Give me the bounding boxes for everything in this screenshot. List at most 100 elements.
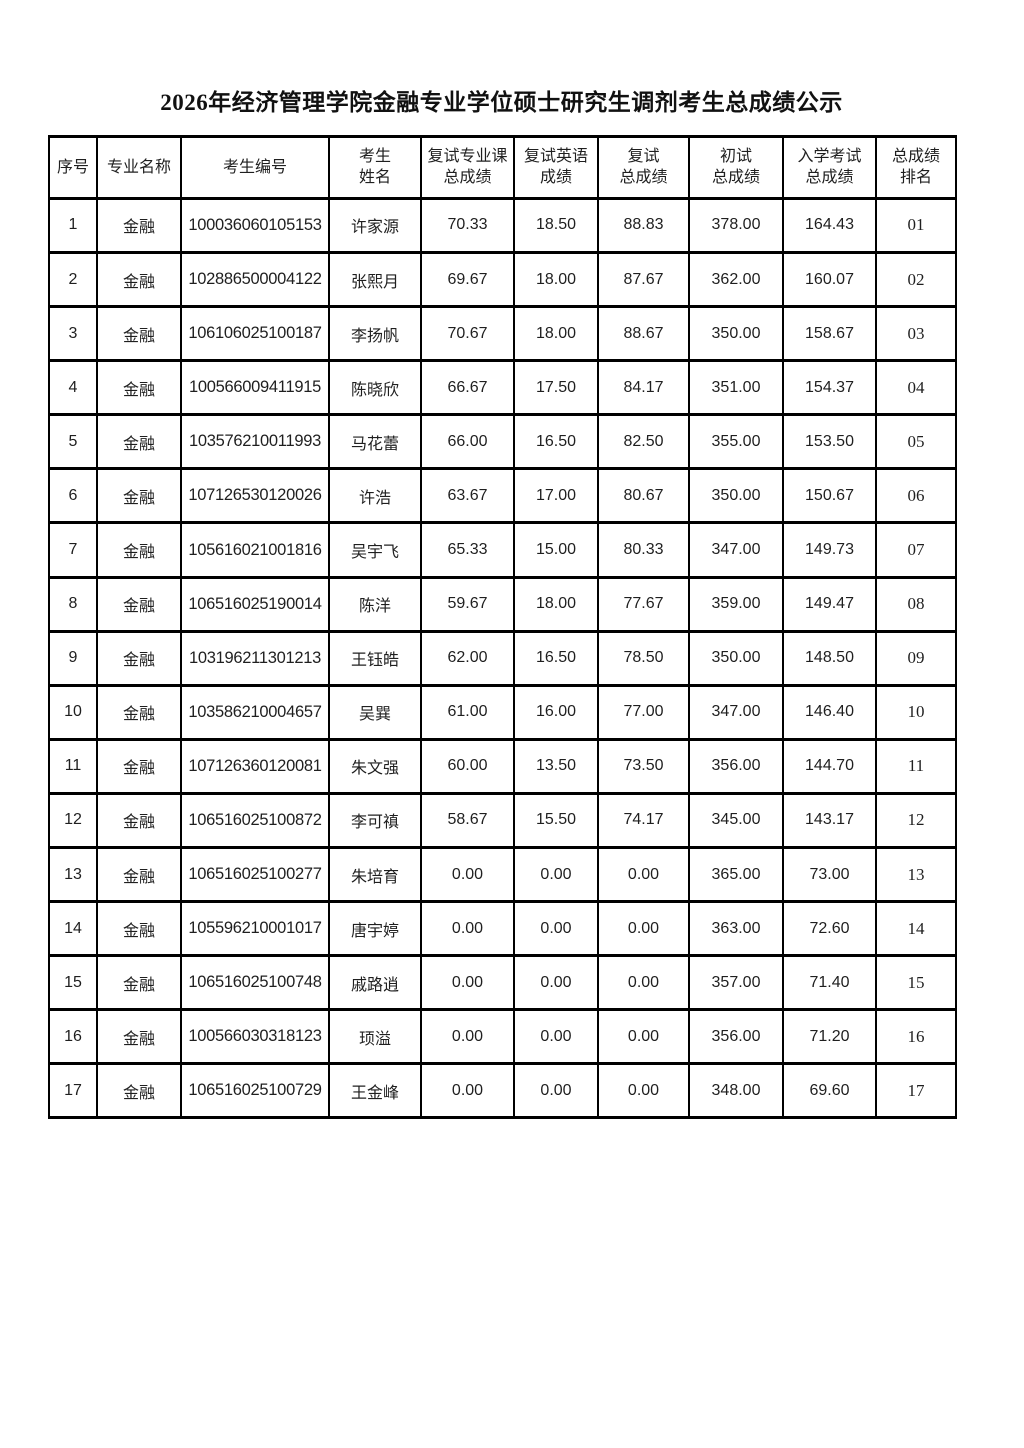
cell-candidate-id: 102886500004122 <box>180 250 330 309</box>
cell-name: 陈洋 <box>328 575 422 633</box>
table-row: 8 金融 106516025190014 陈洋 59.67 18.00 77.67 359.0… <box>48 575 957 633</box>
cell-retest-english-score: 16.50 <box>513 629 599 687</box>
cell-major: 金融 <box>96 900 182 958</box>
cell-retest-major-score: 0.00 <box>420 1008 515 1066</box>
cell-initial-total: 350.00 <box>688 467 784 525</box>
cell-major: 金融 <box>96 305 182 363</box>
cell-rank: 04 <box>875 359 957 417</box>
cell-retest-english-score: 0.00 <box>513 954 599 1012</box>
cell-name: 戚路逍 <box>328 954 422 1012</box>
cell-candidate-id: 106516025100729 <box>180 1062 330 1120</box>
cell-name: 朱培育 <box>328 846 422 904</box>
table-row: 14 金融 105596210001017 唐宇婷 0.00 0.00 0.00 363.00… <box>48 900 957 958</box>
header-candidate-id: 考生编号 <box>180 134 330 200</box>
cell-candidate-id: 107126530120026 <box>180 467 330 525</box>
cell-retest-total: 74.17 <box>597 791 690 850</box>
cell-entrance-total: 149.47 <box>782 575 877 633</box>
cell-candidate-id: 106516025190014 <box>180 575 330 633</box>
cell-rank: 15 <box>875 954 957 1012</box>
table-header-row: 序号 专业名称 考生编号 考生 姓名 复试专业课 总成绩 复试英语 成绩 复试 总成绩 初试 … <box>48 134 957 200</box>
cell-rank: 05 <box>875 413 957 471</box>
cell-rank: 11 <box>875 737 957 795</box>
cell-no: 8 <box>48 575 98 633</box>
cell-initial-total: 362.00 <box>688 250 784 309</box>
cell-entrance-total: 144.70 <box>782 737 877 795</box>
cell-retest-major-score: 0.00 <box>420 900 515 958</box>
cell-initial-total: 363.00 <box>688 900 784 958</box>
cell-retest-english-score: 17.50 <box>513 359 599 417</box>
header-no: 序号 <box>48 134 98 200</box>
cell-entrance-total: 149.73 <box>782 521 877 579</box>
cell-retest-major-score: 65.33 <box>420 521 515 579</box>
cell-major: 金融 <box>96 196 182 254</box>
cell-retest-english-score: 16.50 <box>513 413 599 471</box>
header-entrance-total: 入学考试 总成绩 <box>782 134 877 200</box>
cell-candidate-id: 100566030318123 <box>180 1008 330 1066</box>
cell-no: 17 <box>48 1062 98 1120</box>
cell-retest-total: 0.00 <box>597 846 690 904</box>
table-row: 16 金融 100566030318123 顼溢 0.00 0.00 0.00 356.00 7… <box>48 1008 957 1066</box>
cell-initial-total: 359.00 <box>688 575 784 633</box>
table-row: 9 金融 103196211301213 王钰皓 62.00 16.50 78.50 350.… <box>48 629 957 687</box>
cell-retest-major-score: 66.67 <box>420 359 515 417</box>
cell-retest-major-score: 58.67 <box>420 791 515 850</box>
cell-rank: 03 <box>875 305 957 363</box>
cell-candidate-id: 106516025100748 <box>180 954 330 1012</box>
header-rank: 总成绩 排名 <box>875 134 957 200</box>
cell-rank: 09 <box>875 629 957 687</box>
cell-retest-major-score: 66.00 <box>420 413 515 471</box>
cell-entrance-total: 143.17 <box>782 791 877 850</box>
table-row: 10 金融 103586210004657 吴巽 61.00 16.00 77.00 347.… <box>48 683 957 741</box>
cell-entrance-total: 72.60 <box>782 900 877 958</box>
cell-retest-english-score: 0.00 <box>513 900 599 958</box>
cell-retest-english-score: 0.00 <box>513 846 599 904</box>
cell-no: 12 <box>48 791 98 850</box>
cell-rank: 10 <box>875 683 957 741</box>
cell-rank: 14 <box>875 900 957 958</box>
cell-candidate-id: 103586210004657 <box>180 683 330 741</box>
cell-retest-total: 0.00 <box>597 954 690 1012</box>
cell-rank: 07 <box>875 521 957 579</box>
cell-major: 金融 <box>96 467 182 525</box>
cell-major: 金融 <box>96 359 182 417</box>
cell-candidate-id: 107126360120081 <box>180 737 330 795</box>
cell-retest-major-score: 61.00 <box>420 683 515 741</box>
cell-major: 金融 <box>96 954 182 1012</box>
cell-retest-total: 88.67 <box>597 305 690 363</box>
cell-initial-total: 347.00 <box>688 683 784 741</box>
cell-retest-major-score: 70.67 <box>420 305 515 363</box>
cell-entrance-total: 153.50 <box>782 413 877 471</box>
cell-name: 顼溢 <box>328 1008 422 1066</box>
cell-initial-total: 356.00 <box>688 737 784 795</box>
table-row: 17 金融 106516025100729 王金峰 0.00 0.00 0.00 348.00… <box>48 1062 957 1120</box>
cell-retest-major-score: 63.67 <box>420 467 515 525</box>
cell-retest-major-score: 59.67 <box>420 575 515 633</box>
cell-name: 王钰皓 <box>328 629 422 687</box>
cell-candidate-id: 105596210001017 <box>180 900 330 958</box>
cell-entrance-total: 154.37 <box>782 359 877 417</box>
page-title: 2026年经济管理学院金融专业学位硕士研究生调剂考生总成绩公示 <box>160 90 843 115</box>
cell-retest-total: 80.33 <box>597 521 690 579</box>
cell-retest-major-score: 0.00 <box>420 846 515 904</box>
header-name: 考生 姓名 <box>328 134 422 200</box>
cell-retest-major-score: 0.00 <box>420 954 515 1012</box>
cell-name: 唐宇婷 <box>328 900 422 958</box>
header-retest-major-score: 复试专业课 总成绩 <box>420 134 515 200</box>
cell-retest-english-score: 17.00 <box>513 467 599 525</box>
cell-candidate-id: 100566009411915 <box>180 359 330 417</box>
cell-rank: 16 <box>875 1008 957 1066</box>
cell-no: 10 <box>48 683 98 741</box>
cell-candidate-id: 103576210011993 <box>180 413 330 471</box>
cell-initial-total: 347.00 <box>688 521 784 579</box>
cell-retest-english-score: 18.50 <box>513 196 599 254</box>
cell-retest-total: 77.67 <box>597 575 690 633</box>
cell-no: 15 <box>48 954 98 1012</box>
cell-retest-english-score: 18.00 <box>513 575 599 633</box>
cell-name: 王金峰 <box>328 1062 422 1120</box>
cell-name: 朱文强 <box>328 737 422 795</box>
cell-entrance-total: 160.07 <box>782 250 877 309</box>
cell-candidate-id: 106516025100872 <box>180 791 330 850</box>
cell-initial-total: 350.00 <box>688 305 784 363</box>
cell-entrance-total: 150.67 <box>782 467 877 525</box>
table-row: 2 金融 102886500004122 张熙月 69.67 18.00 87.67 362.… <box>48 250 957 309</box>
